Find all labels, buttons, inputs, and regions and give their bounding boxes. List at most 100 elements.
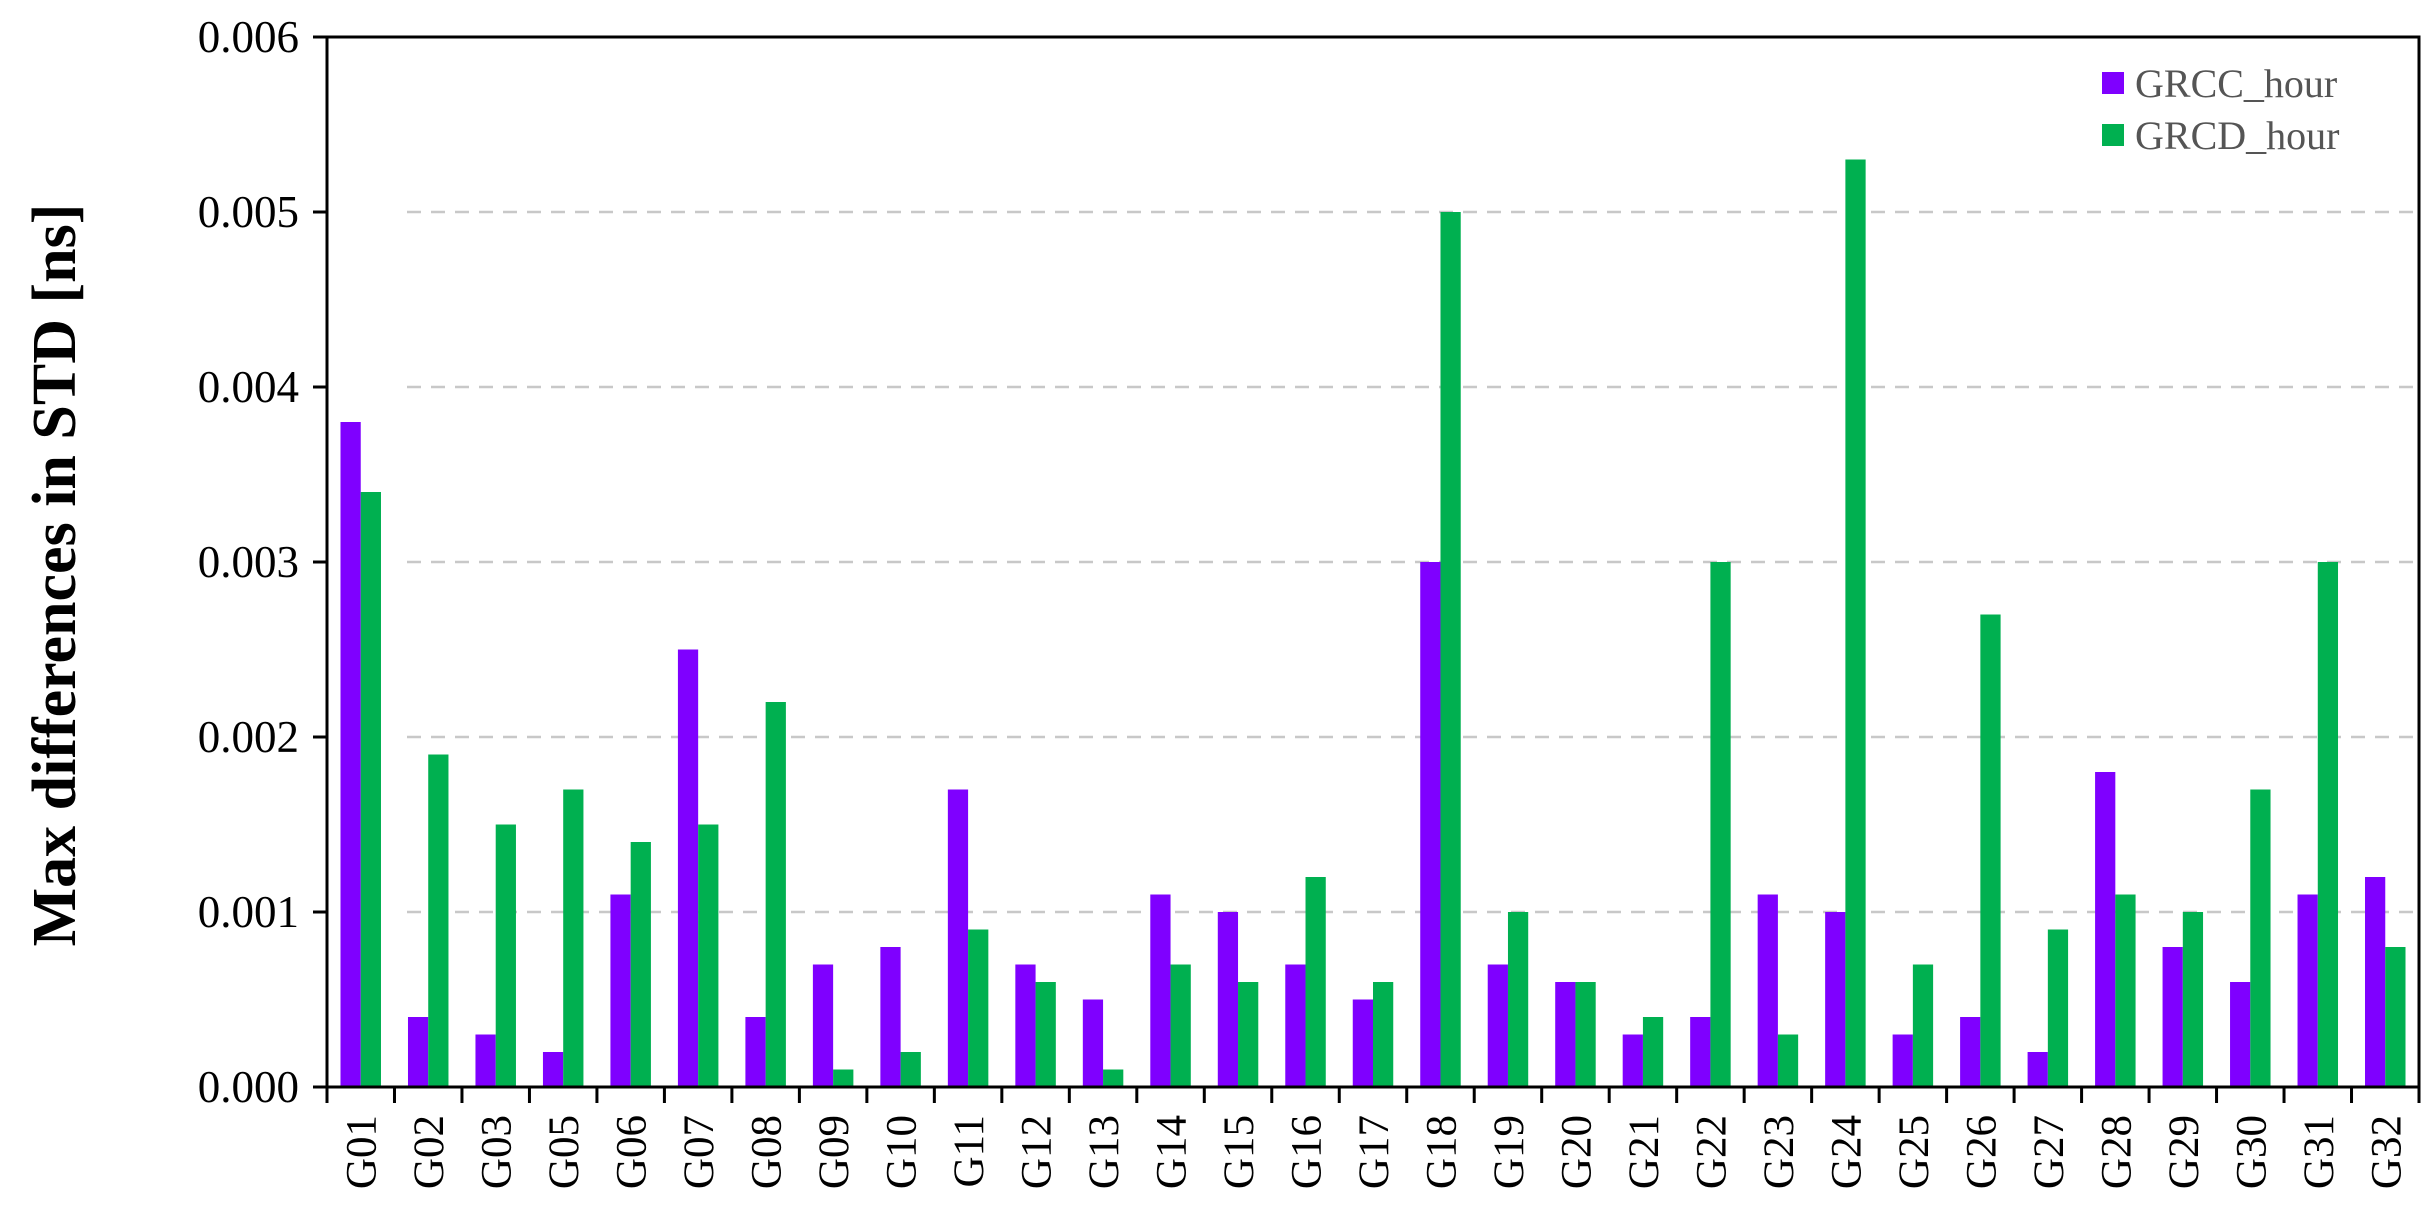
bar-GRCC_hour-G23 xyxy=(1757,894,1778,1087)
x-tick-label: G15 xyxy=(1216,1115,1263,1189)
x-tick-label: G22 xyxy=(1688,1115,1735,1189)
bar-GRCC_hour-G10 xyxy=(880,947,901,1087)
legend-label: GRCD_hour xyxy=(2135,113,2339,158)
bar-GRCC_hour-G28 xyxy=(2095,772,2116,1087)
bar-GRCD_hour-G32 xyxy=(2385,947,2406,1087)
plot-frame xyxy=(325,35,2421,1089)
x-tick-label: G30 xyxy=(2228,1115,2275,1189)
bar-GRCC_hour-G01 xyxy=(340,422,361,1087)
bar-GRCD_hour-G15 xyxy=(1238,982,1259,1087)
bar-GRCC_hour-G27 xyxy=(2027,1052,2048,1087)
x-tick-label: G06 xyxy=(609,1115,656,1189)
x-tick-label: G07 xyxy=(676,1115,723,1189)
bar-GRCC_hour-G14 xyxy=(1150,894,1171,1087)
bar-GRCC_hour-G20 xyxy=(1555,982,1576,1087)
bar-GRCD_hour-G27 xyxy=(2047,929,2069,1087)
x-tick-label: G28 xyxy=(2093,1115,2140,1189)
bar-GRCD_hour-G03 xyxy=(495,824,516,1087)
bar-GRCD_hour-G17 xyxy=(1373,982,1394,1087)
bar-GRCC_hour-G29 xyxy=(2162,947,2183,1087)
bar-GRCC_hour-G32 xyxy=(2365,877,2386,1087)
bar-GRCC_hour-G31 xyxy=(2297,894,2318,1087)
bar-GRCC_hour-G17 xyxy=(1352,999,1373,1087)
x-tick-label: G20 xyxy=(1553,1115,1600,1189)
bar-GRCD_hour-G07 xyxy=(698,824,719,1087)
bar-GRCC_hour-G21 xyxy=(1622,1034,1643,1087)
bar-GRCD_hour-G28 xyxy=(2115,894,2136,1087)
bar-GRCC_hour-G26 xyxy=(1960,1017,1981,1087)
x-tick-label: G05 xyxy=(541,1115,588,1189)
x-tick-label: G02 xyxy=(406,1115,453,1189)
x-tick-labels: G01 G02 G03 G05 G06 G07 G08 G09 G10 G11 G12 G13 G14 G… xyxy=(339,1115,2411,1189)
y-tick-label: 0.004 xyxy=(198,362,299,412)
y-tick-label: 0.005 xyxy=(198,187,299,237)
bar-GRCC_hour-G09 xyxy=(812,964,834,1087)
bar-GRCC_hour-G06 xyxy=(610,894,631,1087)
bar-GRCD_hour-G13 xyxy=(1103,1069,1124,1087)
bar-GRCD_hour-G10 xyxy=(900,1052,921,1087)
bar-GRCD_hour-G06 xyxy=(630,842,651,1087)
y-tick-labels: 0.000 0.001 0.002 0.003 0.004 0.005 0.006 xyxy=(198,12,299,1112)
x-tick-label: G08 xyxy=(744,1115,791,1189)
x-tick-label: G19 xyxy=(1486,1115,1533,1189)
bar-GRCD_hour-G20 xyxy=(1575,982,1596,1087)
bar-GRCD_hour-G19 xyxy=(1507,912,1529,1087)
bar-GRCD_hour-G23 xyxy=(1777,1034,1799,1087)
x-tick-label: G10 xyxy=(879,1115,926,1189)
bar-GRCD_hour-G14 xyxy=(1170,964,1191,1087)
bar-GRCC_hour-G19 xyxy=(1487,964,1508,1087)
axes xyxy=(313,35,2421,1103)
x-tick-label: G11 xyxy=(946,1115,993,1187)
x-tick-label: G18 xyxy=(1418,1115,1465,1189)
bar-GRCD_hour-G31 xyxy=(2317,562,2339,1087)
bar-GRCC_hour-G18 xyxy=(1420,562,1441,1087)
x-tick-label: G27 xyxy=(2026,1115,2073,1189)
x-tick-label: G31 xyxy=(2296,1115,2343,1189)
bar-GRCD_hour-G11 xyxy=(968,929,989,1087)
x-tick-label: G24 xyxy=(1823,1115,1870,1189)
x-tick-label: G12 xyxy=(1014,1115,1061,1189)
x-tick-label: G29 xyxy=(2161,1115,2208,1189)
bar-GRCC_hour-G11 xyxy=(947,789,969,1087)
x-tick-label: G03 xyxy=(474,1115,521,1189)
x-tick-label: G21 xyxy=(1621,1115,1668,1189)
legend-swatch xyxy=(2102,72,2124,94)
bar-GRCD_hour-G12 xyxy=(1035,982,1056,1087)
x-tick-label: G26 xyxy=(1958,1115,2005,1189)
bar-GRCD_hour-G08 xyxy=(765,702,786,1087)
bar-GRCD_hour-G26 xyxy=(1980,614,2001,1087)
legend-label: GRCC_hour xyxy=(2135,61,2337,106)
legend: GRCC_hour GRCD_hour xyxy=(2102,61,2339,158)
x-tick-label: G23 xyxy=(1756,1115,1803,1189)
bar-GRCD_hour-G21 xyxy=(1642,1017,1664,1087)
bar-GRCD_hour-G30 xyxy=(2250,789,2271,1087)
bar-GRCC_hour-G05 xyxy=(542,1052,564,1087)
x-tick-label: G14 xyxy=(1149,1115,1196,1189)
bar-GRCC_hour-G08 xyxy=(745,1017,766,1087)
bar-GRCC_hour-G30 xyxy=(2230,982,2251,1087)
bar-GRCD_hour-G02 xyxy=(428,754,449,1087)
y-tick-label: 0.000 xyxy=(198,1062,299,1112)
x-tick-label: G16 xyxy=(1284,1115,1331,1189)
bar-GRCD_hour-G18 xyxy=(1440,212,1461,1087)
bar-GRCD_hour-G16 xyxy=(1305,877,1326,1087)
x-tick-label: G25 xyxy=(1891,1115,1938,1189)
bar-GRCC_hour-G12 xyxy=(1015,964,1036,1087)
bar-GRCD_hour-G25 xyxy=(1912,964,1934,1087)
bar-GRCC_hour-G25 xyxy=(1892,1034,1913,1087)
bar-GRCC_hour-G15 xyxy=(1217,912,1239,1087)
y-axis-title: Max differences in STD [ns] xyxy=(21,204,89,947)
bar-GRCC_hour-G13 xyxy=(1082,999,1104,1087)
x-tick-label: G01 xyxy=(339,1115,386,1189)
x-tick-label: G09 xyxy=(811,1115,858,1189)
x-tick-label: G32 xyxy=(2363,1115,2410,1189)
y-tick-label: 0.001 xyxy=(198,887,299,937)
y-tick-label: 0.006 xyxy=(198,12,299,62)
y-tick-label: 0.002 xyxy=(198,712,299,762)
bar-GRCD_hour-G24 xyxy=(1845,159,1866,1087)
bar-GRCC_hour-G07 xyxy=(677,649,699,1087)
bar-GRCD_hour-G01 xyxy=(360,492,381,1087)
legend-swatch xyxy=(2102,124,2124,146)
bar-GRCC_hour-G22 xyxy=(1690,1017,1711,1087)
